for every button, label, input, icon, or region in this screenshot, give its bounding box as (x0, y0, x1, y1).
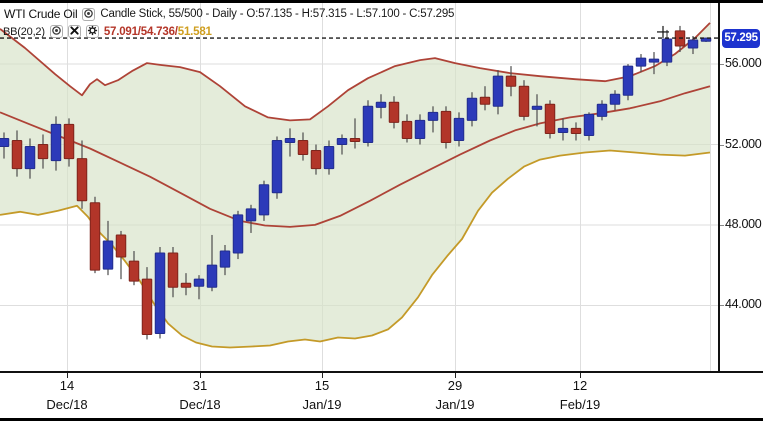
time-label-day: 29 (447, 378, 463, 393)
price-label: 56.000 (725, 56, 762, 71)
indicator-remove-button[interactable] (67, 24, 81, 39)
time-label-month: Feb/19 (559, 397, 601, 412)
indicator-value: 51.581 (177, 25, 212, 38)
indicator-settings-button[interactable] (85, 24, 99, 39)
price-tick (720, 144, 724, 146)
time-label-month: Dec/18 (46, 397, 88, 412)
time-label-day: 31 (192, 378, 208, 393)
time-tick (454, 373, 456, 378)
time-label-day: 14 (59, 378, 75, 393)
legend-row-symbol: WTI Crude Oil Candle Stick, 55/500 - Dai… (4, 7, 454, 21)
time-label-day: 15 (314, 378, 330, 393)
indicator-value: 54.736/ (140, 25, 178, 38)
close-icon (69, 24, 80, 39)
price-tick (720, 224, 724, 226)
price-tick (720, 64, 724, 66)
price-label: 44.000 (725, 297, 762, 312)
price-label: 48.000 (725, 216, 762, 231)
time-tick (579, 373, 581, 378)
time-tick (66, 373, 68, 378)
price-label: 52.000 (725, 136, 762, 151)
time-label-month: Jan/19 (435, 397, 475, 412)
series-details: Candle Stick, 55/500 - Daily - O:57.135 … (100, 8, 455, 20)
eye-icon (51, 24, 62, 39)
time-label-month: Dec/18 (179, 397, 221, 412)
indicator-value: 57.091/ (103, 25, 141, 38)
last-price-badge: 57.295 (722, 28, 760, 48)
gear-icon (87, 24, 98, 39)
indicator-values: 57.091/54.736/51.581 (104, 26, 212, 38)
legend-row-indicator: BB(20,2) (3, 25, 212, 38)
visibility-toggle-button[interactable] (82, 7, 96, 22)
time-axis[interactable]: 14 Dec/18 31 Dec/18 15 Jan/19 29 Jan/19 12 Feb/19 (0, 371, 763, 418)
time-label-day: 12 (572, 378, 588, 393)
price-tick (720, 305, 724, 307)
indicator-name: BB(20,2) (3, 25, 45, 38)
time-tick (199, 373, 201, 378)
time-label-month: Jan/19 (302, 397, 342, 412)
eye-icon (83, 7, 94, 22)
indicator-visibility-button[interactable] (49, 24, 63, 39)
candlestick-chart-plot[interactable] (0, 3, 720, 371)
time-tick (321, 373, 323, 378)
symbol-name: WTI Crude Oil (4, 7, 78, 21)
price-axis[interactable]: 57.295 56.000 52.000 48.000 44.000 (718, 3, 763, 371)
